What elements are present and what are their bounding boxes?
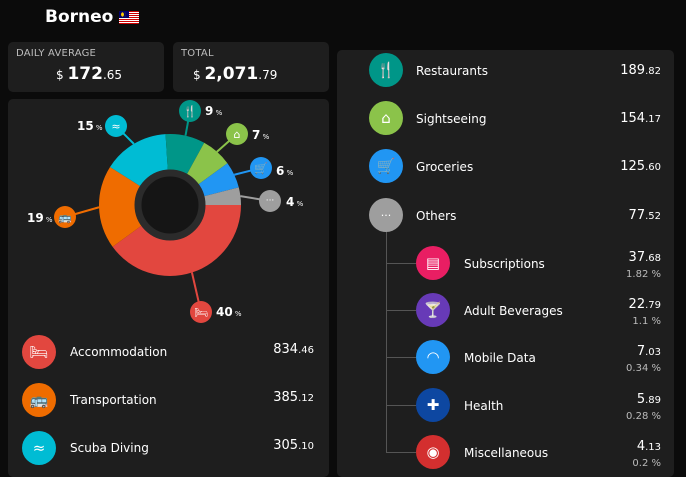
category-amount: 125.60: [620, 159, 661, 174]
subcategory-percent: 1.82 %: [626, 269, 661, 280]
bed-icon: 🛏: [190, 301, 212, 323]
total-value: $ 2,071.79: [193, 64, 278, 84]
cocktail-icon: 🍸: [416, 293, 450, 327]
chart-panel: [8, 99, 329, 477]
subcategory-label: Mobile Data: [464, 351, 536, 365]
subcategory-amount: 7.03: [636, 344, 661, 359]
subcategory-row-adult-beverages[interactable]: 🍸 Adult Beverages 22.79 1.1 %: [416, 293, 665, 327]
more-icon: ···: [369, 198, 403, 232]
pct-label-others: 4 %: [286, 195, 304, 209]
monument-icon: ⌂: [369, 101, 403, 135]
category-row-transportation[interactable]: 🚌 Transportation 385.12: [22, 383, 318, 417]
subcategory-label: Adult Beverages: [464, 304, 563, 318]
tree-branch: [386, 405, 416, 406]
pct-label-transportation: 19 %: [27, 211, 53, 225]
category-label: Accommodation: [70, 345, 168, 359]
subcategory-label: Miscellaneous: [464, 446, 549, 460]
swimming-icon: ≈: [22, 431, 56, 465]
daily-average-label: DAILY AVERAGE: [16, 48, 97, 59]
more-icon: ···: [259, 190, 281, 212]
swimming-icon: ≈: [105, 115, 127, 137]
tree-branch: [386, 263, 416, 264]
subcategory-label: Subscriptions: [464, 257, 545, 271]
subcategory-percent: 0.28 %: [626, 411, 661, 422]
pct-label-restaurants: 9 %: [205, 104, 223, 118]
pct-label-sightseeing: 7 %: [252, 128, 270, 142]
subcategory-percent: 1.1 %: [632, 316, 661, 327]
category-amount: 154.17: [620, 111, 661, 126]
daily-average-value: $ 172.65: [56, 64, 123, 84]
subcategory-row-mobile-data[interactable]: ◠ Mobile Data 7.03 0.34 %: [416, 340, 665, 374]
category-row-scuba-diving[interactable]: ≈ Scuba Diving 305.10: [22, 431, 318, 465]
category-label: Groceries: [416, 160, 474, 174]
subcategory-amount: 37.68: [628, 250, 661, 265]
subcategory-percent: 0.2 %: [632, 458, 661, 469]
category-amount: 77.52: [628, 208, 661, 223]
pct-label-scuba-diving: 15 %: [77, 119, 103, 133]
subcategory-amount: 5.89: [636, 392, 661, 407]
category-row-others[interactable]: ··· Others 77.52: [369, 198, 665, 232]
category-row-groceries[interactable]: 🛒 Groceries 125.60: [369, 149, 665, 183]
subcategory-row-miscellaneous[interactable]: ◉ Miscellaneous 4.13 0.2 %: [416, 435, 665, 469]
wifi-icon: ◠: [416, 340, 450, 374]
category-amount: 834.46: [273, 342, 314, 357]
category-row-restaurants[interactable]: 🍴 Restaurants 189.82: [369, 53, 665, 87]
subcategory-amount: 22.79: [628, 297, 661, 312]
trip-name: Borneo: [45, 7, 114, 27]
tree-connector: [386, 231, 387, 453]
category-label: Others: [416, 209, 457, 223]
category-label: Sightseeing: [416, 112, 487, 126]
subcategory-row-health[interactable]: ✚ Health 5.89 0.28 %: [416, 388, 665, 422]
first-aid-icon: ✚: [416, 388, 450, 422]
category-amount: 385.12: [273, 390, 314, 405]
malaysia-flag-icon: [119, 10, 140, 24]
subcategory-row-subscriptions[interactable]: ▤ Subscriptions 37.68 1.82 %: [416, 246, 665, 280]
category-row-sightseeing[interactable]: ⌂ Sightseeing 154.17: [369, 101, 665, 135]
pct-label-groceries: 6 %: [276, 164, 294, 178]
cart-icon: 🛒: [250, 157, 272, 179]
fork-knife-icon: 🍴: [179, 100, 201, 122]
subcategory-percent: 0.34 %: [626, 363, 661, 374]
bus-icon: 🚌: [22, 383, 56, 417]
trip-title: Borneo: [45, 7, 140, 27]
total-card: TOTAL $ 2,071.79: [173, 42, 329, 92]
category-amount: 305.10: [273, 438, 314, 453]
category-label: Transportation: [70, 393, 157, 407]
daily-average-card: DAILY AVERAGE $ 172.65: [8, 42, 164, 92]
category-row-accommodation[interactable]: 🛏 Accommodation 834.46: [22, 335, 318, 369]
book-icon: ▤: [416, 246, 450, 280]
category-amount: 189.82: [620, 63, 661, 78]
camera-icon: ◉: [416, 435, 450, 469]
fork-knife-icon: 🍴: [369, 53, 403, 87]
tree-branch: [386, 452, 416, 453]
bus-icon: 🚌: [54, 206, 76, 228]
category-label: Scuba Diving: [70, 441, 149, 455]
total-label: TOTAL: [181, 48, 214, 59]
tree-branch: [386, 310, 416, 311]
subcategory-label: Health: [464, 399, 504, 413]
pct-label-accommodation: 40 %: [216, 305, 242, 319]
bed-icon: 🛏: [22, 335, 56, 369]
tree-branch: [386, 357, 416, 358]
cart-icon: 🛒: [369, 149, 403, 183]
monument-icon: ⌂: [226, 123, 248, 145]
category-label: Restaurants: [416, 64, 488, 78]
subcategory-amount: 4.13: [636, 439, 661, 454]
